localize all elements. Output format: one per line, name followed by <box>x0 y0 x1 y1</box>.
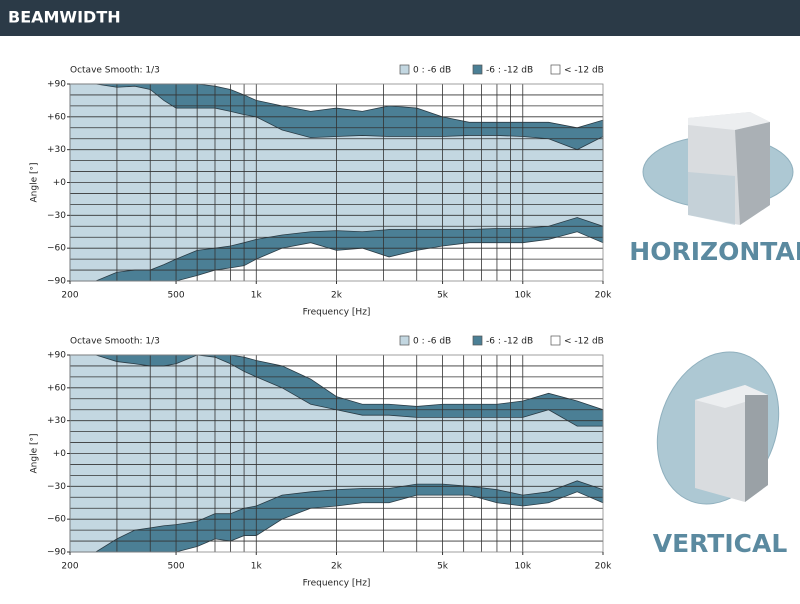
legend-label: -6 : -12 dB <box>486 337 533 347</box>
x-tick-label: 5k <box>437 291 449 301</box>
x-tick-label: 20k <box>595 291 612 301</box>
x-tick-label: 500 <box>167 291 184 301</box>
x-tick-label: 2k <box>331 291 343 301</box>
x-tick-label: 500 <box>167 562 184 572</box>
horizontal-icon <box>643 112 793 225</box>
legend-label: 0 : -6 dB <box>413 337 451 347</box>
y-tick-label: +0 <box>53 178 67 188</box>
x-tick-label: 5k <box>437 562 449 572</box>
y-tick-label: −30 <box>47 482 66 492</box>
y-tick-label: +30 <box>47 416 66 426</box>
legend-swatch <box>400 65 409 74</box>
y-tick-label: +90 <box>47 351 66 361</box>
x-tick-label: 2k <box>331 562 343 572</box>
y-tick-label: +60 <box>47 112 66 122</box>
y-tick-label: −90 <box>47 548 66 558</box>
legend-swatch <box>400 336 409 345</box>
y-axis-label: Angle [°] <box>30 434 40 474</box>
legend-label: -6 : -12 dB <box>486 66 533 76</box>
x-tick-label: 10k <box>514 291 531 301</box>
x-tick-label: 1k <box>251 562 263 572</box>
vertical-icon <box>637 335 799 521</box>
legend-swatch <box>551 65 560 74</box>
y-tick-label: +60 <box>47 383 66 393</box>
legend-swatch <box>473 65 482 74</box>
x-tick-label: 200 <box>61 291 78 301</box>
y-tick-label: +30 <box>47 145 66 155</box>
x-axis-label: Frequency [Hz] <box>303 579 371 589</box>
x-tick-label: 1k <box>251 291 263 301</box>
legend-label: 0 : -6 dB <box>413 66 451 76</box>
x-tick-label: 20k <box>595 562 612 572</box>
legend-label: < -12 dB <box>564 337 604 347</box>
y-tick-label: −30 <box>47 211 66 221</box>
side-label: HORIZONTAL <box>629 237 800 266</box>
y-tick-label: −60 <box>47 515 66 525</box>
x-axis-label: Frequency [Hz] <box>303 308 371 318</box>
y-tick-label: −90 <box>47 277 66 287</box>
x-tick-label: 10k <box>514 562 531 572</box>
subtitle: Octave Smooth: 1/3 <box>70 337 160 347</box>
legend-swatch <box>473 336 482 345</box>
side-label: VERTICAL <box>653 529 788 558</box>
x-tick-label: 200 <box>61 562 78 572</box>
legend-swatch <box>551 336 560 345</box>
legend-label: < -12 dB <box>564 66 604 76</box>
y-axis-label: Angle [°] <box>30 163 40 203</box>
y-tick-label: +90 <box>47 80 66 90</box>
y-tick-label: −60 <box>47 244 66 254</box>
subtitle: Octave Smooth: 1/3 <box>70 66 160 76</box>
header-title: BEAMWIDTH <box>8 8 121 27</box>
y-tick-label: +0 <box>53 449 67 459</box>
